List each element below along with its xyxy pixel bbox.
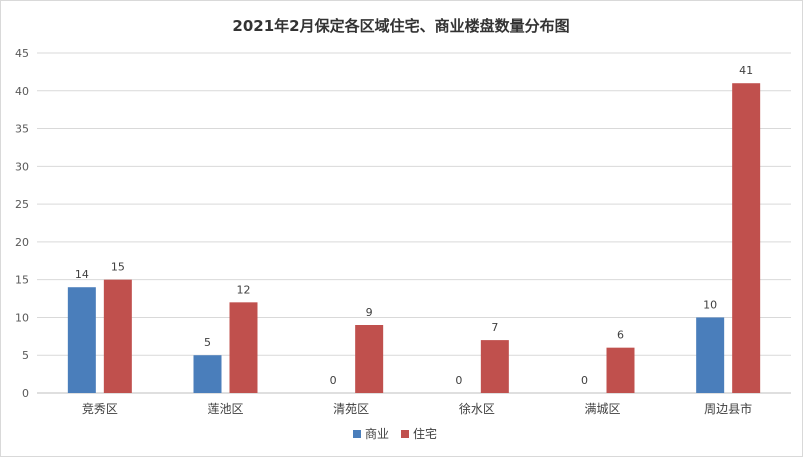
data-label: 12 bbox=[237, 283, 251, 296]
y-tick-label: 20 bbox=[15, 236, 29, 249]
x-category-label: 莲池区 bbox=[207, 402, 243, 416]
x-category-label: 竞秀区 bbox=[82, 402, 118, 416]
data-label: 5 bbox=[204, 336, 211, 349]
bars bbox=[67, 83, 761, 393]
y-tick-label: 0 bbox=[22, 387, 29, 400]
x-category-label: 周边县市 bbox=[704, 401, 752, 416]
bar bbox=[103, 279, 132, 393]
legend-label: 商业 bbox=[365, 426, 389, 441]
data-label: 14 bbox=[75, 268, 89, 281]
y-tick-label: 5 bbox=[22, 349, 29, 362]
y-tick-label: 25 bbox=[15, 198, 29, 211]
data-label: 0 bbox=[330, 374, 337, 387]
y-tick-label: 35 bbox=[15, 123, 29, 136]
bar bbox=[67, 287, 96, 393]
legend: 商业 住宅 bbox=[353, 426, 437, 441]
bar bbox=[480, 340, 509, 393]
data-label: 0 bbox=[581, 374, 588, 387]
y-tick-label: 40 bbox=[15, 85, 29, 98]
bar bbox=[606, 347, 635, 393]
legend-swatch bbox=[401, 430, 409, 438]
y-tick-label: 10 bbox=[15, 311, 29, 324]
bar bbox=[355, 325, 384, 393]
data-label: 41 bbox=[739, 64, 753, 77]
legend-swatch bbox=[353, 430, 361, 438]
x-category-label: 徐水区 bbox=[459, 401, 495, 416]
data-label: 9 bbox=[366, 306, 373, 319]
x-category-label: 满城区 bbox=[584, 402, 620, 416]
y-tick-label: 30 bbox=[15, 160, 29, 173]
data-label: 10 bbox=[703, 298, 717, 311]
bar bbox=[229, 302, 258, 393]
y-axis-ticks: 0 5 10 15 20 25 30 35 40 45 bbox=[15, 47, 29, 400]
data-label: 6 bbox=[617, 329, 624, 342]
data-label: 7 bbox=[491, 321, 498, 334]
data-labels: 14 15 5 12 0 9 0 7 0 6 10 41 bbox=[75, 64, 753, 387]
data-label: 15 bbox=[111, 261, 125, 274]
bar bbox=[193, 355, 222, 393]
bar bbox=[696, 317, 725, 393]
x-axis-categories: 竞秀区 莲池区 清苑区 徐水区 满城区 周边县市 bbox=[82, 401, 752, 416]
bar bbox=[732, 83, 761, 393]
gridlines bbox=[37, 52, 791, 394]
legend-label: 住宅 bbox=[413, 426, 437, 441]
y-tick-label: 45 bbox=[15, 47, 29, 60]
y-tick-label: 15 bbox=[15, 274, 29, 287]
x-category-label: 清苑区 bbox=[333, 402, 369, 416]
data-label: 0 bbox=[455, 374, 462, 387]
chart-title: 2021年2月保定各区域住宅、商业楼盘数量分布图 bbox=[232, 17, 569, 35]
